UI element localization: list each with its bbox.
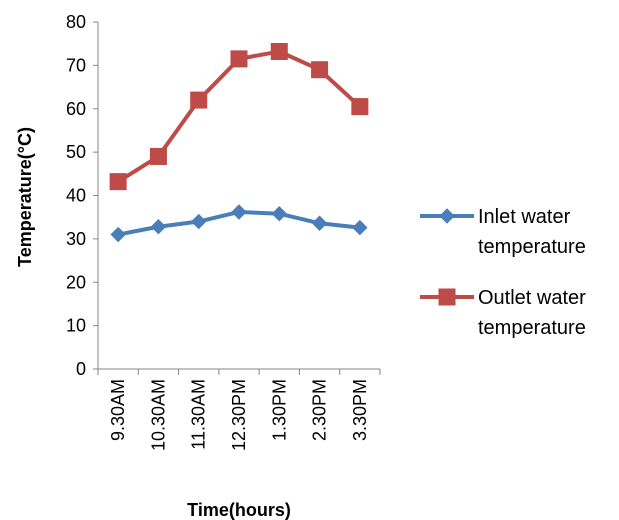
diamond-marker bbox=[352, 219, 368, 236]
series-inlet bbox=[110, 204, 368, 243]
x-axis: 9.30AM 10.30AM 11.30AM 12.30PM 1.30PM 2.30PM 3… bbox=[97, 368, 381, 451]
y-tick-label: 60 bbox=[66, 99, 86, 119]
x-tick-label: 2.30PM bbox=[310, 379, 330, 441]
y-tick-label: 20 bbox=[66, 272, 86, 292]
square-marker bbox=[311, 61, 329, 79]
series-outlet bbox=[109, 42, 369, 191]
y-tick-label: 10 bbox=[66, 316, 86, 336]
y-tick-label: 80 bbox=[66, 12, 86, 32]
diamond-marker bbox=[271, 206, 287, 222]
square-marker bbox=[230, 50, 248, 68]
legend-label: Inlet water bbox=[478, 206, 571, 228]
legend-entry: Outlet water temperature bbox=[420, 287, 586, 339]
y-tick-label: 40 bbox=[66, 186, 86, 206]
square-marker bbox=[149, 147, 167, 165]
legend-label: temperature bbox=[478, 317, 586, 339]
x-tick-label: 12.30PM bbox=[229, 379, 249, 451]
x-tick-label: 3.30PM bbox=[350, 379, 370, 441]
x-tick-label: 1.30PM bbox=[269, 379, 289, 441]
y-tick-label: 50 bbox=[66, 142, 86, 162]
x-axis-title: Time(hours) bbox=[187, 500, 291, 520]
diamond-marker bbox=[191, 213, 207, 230]
y-tick-label: 0 bbox=[76, 359, 86, 379]
legend-entry: Inlet water temperature bbox=[420, 206, 586, 258]
diamond-marker bbox=[231, 204, 247, 220]
y-axis: 0 10 20 30 40 50 60 70 80 bbox=[66, 12, 99, 379]
diamond-marker bbox=[150, 219, 167, 235]
legend-label: Outlet water bbox=[478, 287, 586, 309]
diamond-marker bbox=[439, 208, 455, 224]
diamond-marker bbox=[110, 226, 126, 243]
x-tick-label: 10.30AM bbox=[148, 379, 168, 451]
square-marker bbox=[438, 288, 456, 306]
legend: Inlet water temperature Outlet water temper… bbox=[420, 206, 586, 339]
square-marker bbox=[109, 173, 127, 191]
square-marker bbox=[270, 42, 288, 60]
square-marker bbox=[190, 91, 208, 109]
y-tick-label: 30 bbox=[66, 229, 86, 249]
legend-label: temperature bbox=[478, 236, 586, 258]
x-tick-label: 9.30AM bbox=[108, 379, 128, 441]
series-layer bbox=[109, 42, 369, 243]
diamond-marker bbox=[311, 215, 328, 231]
y-axis-title: Temperature(°C) bbox=[15, 127, 35, 267]
square-marker bbox=[351, 98, 369, 116]
y-tick-label: 70 bbox=[66, 55, 86, 75]
x-tick-label: 11.30AM bbox=[189, 379, 209, 450]
